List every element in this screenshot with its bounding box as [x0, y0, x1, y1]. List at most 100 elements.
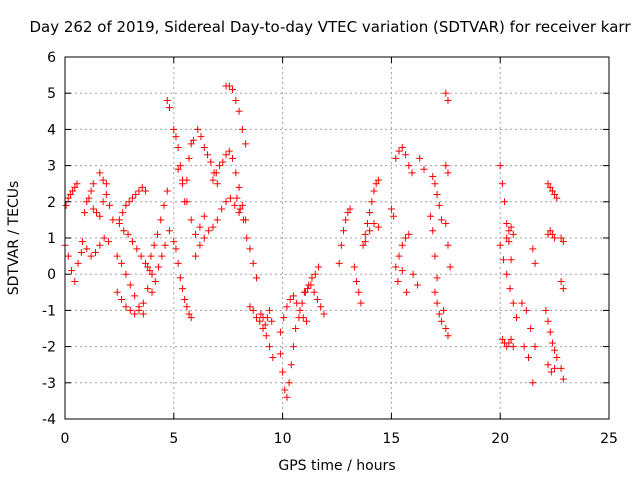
data-point: [179, 285, 187, 293]
data-point: [102, 191, 110, 199]
data-point: [64, 194, 72, 202]
data-point: [505, 227, 513, 235]
data-point: [89, 205, 97, 213]
data-point: [268, 317, 276, 325]
data-point: [89, 180, 97, 188]
data-point: [235, 209, 243, 217]
x-axis-label: GPS time / hours: [278, 458, 395, 474]
data-point: [172, 245, 180, 253]
data-point: [176, 274, 184, 282]
series-s10: [113, 270, 156, 318]
data-point: [337, 241, 345, 249]
series-s08: [115, 220, 154, 275]
series-s06: [96, 169, 110, 188]
data-point: [547, 368, 555, 376]
data-point: [344, 209, 352, 217]
data-point: [261, 321, 269, 329]
data-point: [187, 314, 195, 322]
series-s35: [392, 230, 413, 271]
data-point: [405, 230, 413, 238]
data-point: [548, 187, 556, 195]
data-point: [196, 241, 204, 249]
data-point: [200, 234, 208, 242]
data-point: [363, 220, 371, 228]
data-point: [440, 306, 448, 314]
data-point: [335, 259, 343, 267]
y-tick-label: 6: [47, 50, 56, 66]
data-point: [287, 361, 295, 369]
data-point: [310, 288, 318, 296]
data-point: [266, 306, 274, 314]
data-point: [122, 270, 130, 278]
data-point: [370, 220, 378, 228]
data-point: [62, 201, 70, 209]
data-point: [106, 201, 114, 209]
data-point: [213, 216, 221, 224]
data-point: [109, 216, 117, 224]
series-s51: [520, 343, 532, 361]
data-point: [139, 299, 147, 307]
data-point: [361, 238, 369, 246]
data-point: [544, 180, 552, 188]
data-point: [317, 303, 325, 311]
data-point: [546, 183, 554, 191]
data-point: [93, 209, 101, 217]
y-tick-label: -3: [42, 376, 56, 392]
data-point: [279, 368, 287, 376]
data-point: [150, 241, 158, 249]
data-point: [444, 169, 452, 177]
data-point: [125, 198, 133, 206]
data-point: [544, 361, 552, 369]
data-point: [204, 151, 212, 159]
y-tick-label: -2: [42, 340, 56, 356]
data-point: [144, 285, 152, 293]
data-point: [276, 350, 284, 358]
series-s16: [172, 245, 195, 322]
data-point: [499, 256, 507, 264]
data-point: [281, 386, 289, 394]
data-point: [142, 187, 150, 195]
data-point: [126, 281, 134, 289]
data-point: [283, 303, 291, 311]
x-tick-label: 20: [491, 431, 509, 447]
data-point: [99, 198, 107, 206]
data-point: [372, 180, 380, 188]
data-point: [183, 198, 191, 206]
data-point: [219, 158, 227, 166]
data-point: [311, 270, 319, 278]
data-point: [559, 285, 567, 293]
data-point: [446, 263, 454, 271]
data-point: [235, 183, 243, 191]
data-point: [249, 259, 257, 267]
data-point: [398, 267, 406, 275]
data-point: [137, 252, 145, 260]
data-point: [501, 198, 509, 206]
data-point: [503, 220, 511, 228]
data-point: [355, 288, 363, 296]
series-s29: [335, 205, 354, 267]
data-point: [496, 241, 504, 249]
data-point: [148, 288, 156, 296]
data-point: [431, 180, 439, 188]
data-point: [308, 274, 316, 282]
data-point: [444, 241, 452, 249]
data-point: [187, 216, 195, 224]
data-point: [252, 314, 260, 322]
series-s05: [89, 191, 117, 224]
data-point: [395, 252, 403, 260]
data-point: [433, 299, 441, 307]
data-point: [105, 238, 113, 246]
data-point: [64, 252, 72, 260]
data-point: [402, 151, 410, 159]
series-s43: [442, 162, 452, 177]
data-point: [135, 187, 143, 195]
data-point: [266, 343, 274, 351]
data-point: [374, 176, 382, 184]
data-point: [518, 299, 526, 307]
data-point: [431, 288, 439, 296]
y-tick-labels: -4 -3 -2 -1 0 1 2 3 4 5 6: [42, 50, 56, 428]
data-point: [132, 191, 140, 199]
data-point: [557, 277, 565, 285]
data-point: [179, 176, 187, 184]
data-point: [122, 303, 130, 311]
